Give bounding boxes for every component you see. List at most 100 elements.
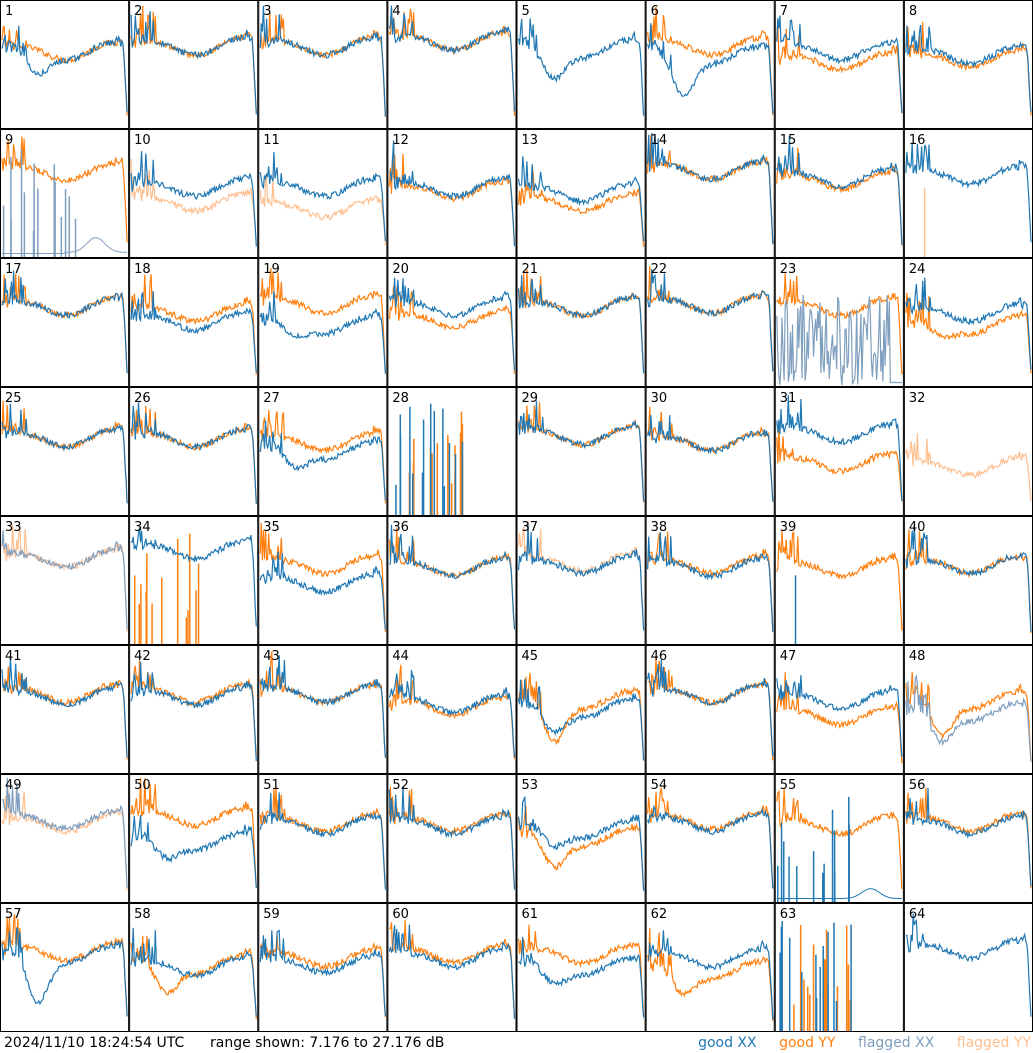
series-xx bbox=[130, 402, 257, 505]
panel-label: 29 bbox=[522, 391, 539, 406]
footer: 2024/11/10 18:24:54 UTC range shown: 7.1… bbox=[0, 1032, 1033, 1053]
series-xx bbox=[130, 927, 257, 1017]
panel-frame bbox=[129, 387, 259, 516]
series-xx bbox=[130, 290, 257, 373]
panel-21: 21 bbox=[516, 258, 646, 387]
series-xx bbox=[647, 659, 774, 757]
panel-frame bbox=[903, 387, 1033, 516]
panel-20: 20 bbox=[387, 258, 517, 387]
legend-flagged-yy: flagged YY bbox=[956, 1035, 1031, 1051]
panel-label: 37 bbox=[522, 520, 539, 535]
series-xx bbox=[647, 132, 774, 244]
panel-30: 30 bbox=[645, 387, 775, 516]
series-yy bbox=[130, 158, 257, 242]
panel-18: 18 bbox=[129, 258, 259, 387]
panel-label: 44 bbox=[392, 649, 409, 664]
series-yy bbox=[130, 777, 257, 888]
panel-label: 7 bbox=[780, 4, 788, 19]
panel-11: 11 bbox=[258, 129, 388, 258]
panel-frame bbox=[258, 774, 388, 903]
panel-label: 41 bbox=[5, 649, 22, 664]
panel-24: 24 bbox=[903, 258, 1033, 387]
series-yy bbox=[776, 788, 903, 890]
panel-7: 7 bbox=[774, 0, 904, 129]
panel-frame bbox=[387, 516, 517, 645]
panel-label: 31 bbox=[780, 391, 797, 406]
series-yy bbox=[1, 914, 128, 1016]
panel-label: 10 bbox=[134, 133, 151, 148]
panel-label: 60 bbox=[392, 907, 409, 922]
panel-59: 59 bbox=[258, 903, 388, 1032]
series-yy bbox=[905, 292, 1032, 374]
panel-36: 36 bbox=[387, 516, 517, 645]
panel-48: 48 bbox=[903, 645, 1033, 774]
panel-frame bbox=[516, 516, 646, 645]
series-xx bbox=[517, 156, 645, 242]
series-yy bbox=[259, 786, 386, 887]
series-xx bbox=[517, 18, 645, 116]
series-yy bbox=[130, 274, 257, 375]
panel-51: 51 bbox=[258, 774, 388, 903]
panel-label: 46 bbox=[651, 649, 668, 664]
panel-label: 63 bbox=[780, 907, 797, 922]
panel-45: 45 bbox=[516, 645, 646, 774]
panel-frame bbox=[645, 129, 775, 258]
timestamp: 2024/11/10 18:24:54 UTC bbox=[4, 1035, 185, 1051]
panel-frame bbox=[258, 0, 388, 129]
series-yy bbox=[776, 147, 903, 246]
series-xx bbox=[647, 269, 774, 372]
series-line bbox=[776, 888, 902, 899]
panel-frame bbox=[129, 645, 259, 774]
panel-6: 6 bbox=[645, 0, 775, 129]
panel-frame bbox=[0, 774, 130, 903]
panel-17: 17 bbox=[0, 258, 130, 387]
panel-56: 56 bbox=[903, 774, 1033, 903]
panel-label: 8 bbox=[909, 4, 917, 19]
panel-frame bbox=[258, 516, 388, 645]
panel-frame bbox=[129, 903, 259, 1032]
panel-label: 43 bbox=[263, 649, 280, 664]
panel-frame bbox=[387, 903, 517, 1032]
panel-55: 55 bbox=[774, 774, 904, 903]
panel-frame bbox=[645, 516, 775, 645]
series-yy bbox=[793, 924, 851, 1031]
panel-label: 6 bbox=[651, 4, 659, 19]
series-xx bbox=[1, 777, 128, 889]
panel-60: 60 bbox=[387, 903, 517, 1032]
panel-28: 28 bbox=[387, 387, 517, 516]
series-xx bbox=[1, 656, 128, 758]
panel-frame bbox=[129, 516, 259, 645]
series-yy bbox=[259, 935, 386, 1018]
series-xx bbox=[647, 930, 774, 1020]
panel-label: 64 bbox=[909, 907, 926, 922]
panel-frame bbox=[903, 129, 1033, 258]
series-xx bbox=[388, 5, 516, 112]
legend-good-xx: good XX bbox=[698, 1035, 757, 1051]
series-xx bbox=[1, 25, 128, 113]
panel-label: 50 bbox=[134, 778, 151, 793]
panel-label: 23 bbox=[780, 262, 797, 277]
series-yy bbox=[259, 267, 386, 373]
series-xx bbox=[518, 936, 645, 1018]
panel-label: 32 bbox=[909, 391, 926, 406]
panel-frame bbox=[903, 903, 1033, 1032]
panel-44: 44 bbox=[387, 645, 517, 774]
panel-2: 2 bbox=[129, 0, 259, 129]
series-xx bbox=[1, 926, 128, 1017]
series-xx bbox=[517, 522, 645, 631]
panel-label: 55 bbox=[780, 778, 797, 793]
panel-frame bbox=[645, 645, 775, 774]
panel-26: 26 bbox=[129, 387, 259, 516]
panel-frame bbox=[516, 387, 646, 516]
panel-63: 63 bbox=[774, 903, 904, 1032]
series-xx bbox=[905, 24, 1032, 113]
panel-22: 22 bbox=[645, 258, 775, 387]
panel-frame bbox=[258, 387, 388, 516]
panel-40: 40 bbox=[903, 516, 1033, 645]
series-xx bbox=[647, 414, 774, 502]
panel-label: 53 bbox=[522, 778, 539, 793]
panel-frame bbox=[0, 645, 130, 774]
panel-15: 15 bbox=[774, 129, 904, 258]
panel-frame bbox=[645, 774, 775, 903]
panel-label: 22 bbox=[651, 262, 668, 277]
